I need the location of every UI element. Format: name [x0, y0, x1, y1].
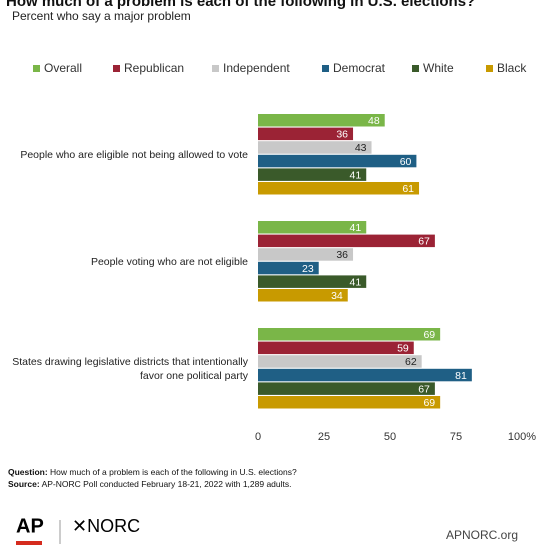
- legend-label: Democrat: [333, 61, 386, 75]
- bar: [258, 127, 354, 141]
- bar: [258, 261, 319, 275]
- value-label: 41: [350, 222, 362, 234]
- x-tick-label: 100%: [508, 431, 536, 443]
- question: Question: How much of a problem is each …: [8, 467, 297, 477]
- bar: [258, 341, 414, 355]
- bar: [258, 114, 385, 127]
- bar: [258, 168, 367, 181]
- bar: [258, 154, 417, 168]
- bar: [258, 221, 367, 234]
- source-label: Source:: [8, 479, 40, 489]
- legend-swatch: [33, 65, 40, 72]
- legend-label: Republican: [124, 61, 184, 75]
- value-label: 69: [423, 329, 435, 341]
- legend-label: Independent: [223, 61, 290, 75]
- question-label: Question:: [8, 467, 48, 477]
- legend-swatch: [486, 65, 493, 72]
- bar: [258, 368, 472, 382]
- value-label: 81: [455, 370, 467, 382]
- value-label: 43: [355, 142, 367, 154]
- value-label: 69: [423, 397, 435, 409]
- legend-swatch: [113, 65, 120, 72]
- value-label: 41: [350, 276, 362, 288]
- legend-swatch: [212, 65, 219, 72]
- logo-norc-text: NORC: [87, 516, 140, 536]
- legend-swatch: [412, 65, 419, 72]
- value-label: 67: [418, 383, 430, 395]
- legend-label: Black: [497, 61, 527, 75]
- x-tick-label: 50: [384, 431, 396, 443]
- bar: [258, 234, 435, 248]
- site: APNORC.org: [446, 528, 518, 542]
- value-label: 61: [402, 183, 414, 195]
- value-label: 62: [405, 356, 417, 368]
- question-text: How much of a problem is each of the fol…: [50, 467, 297, 477]
- bar: [258, 355, 422, 368]
- legend-label: White: [423, 61, 454, 75]
- bar: [258, 182, 420, 195]
- bar: [258, 396, 441, 409]
- value-label: 23: [302, 263, 314, 275]
- bar: [258, 141, 372, 154]
- logo-norc: ✕NORC: [72, 516, 140, 536]
- value-label: 59: [397, 343, 409, 355]
- x-tick-label: 0: [255, 431, 261, 443]
- x-tick-label: 75: [450, 431, 462, 443]
- bar: [258, 289, 348, 302]
- source-text: AP-NORC Poll conducted February 18-21, 2…: [41, 479, 292, 489]
- category-label: People who are eligible not being allowe…: [20, 148, 248, 161]
- value-label: 60: [400, 156, 412, 168]
- legend-swatch: [322, 65, 329, 72]
- chart-title: How much of a problem is each of the fol…: [6, 0, 475, 10]
- value-label: 36: [336, 249, 348, 261]
- bar: [258, 328, 441, 341]
- logo-ap: AP: [16, 515, 44, 537]
- legend-label: Overall: [44, 61, 82, 75]
- bar: [258, 248, 354, 261]
- category-label: People voting who are not eligible: [90, 255, 248, 268]
- value-label: 36: [336, 129, 348, 141]
- chart-subtitle: Percent who say a major problem: [12, 9, 191, 23]
- value-label: 48: [368, 115, 380, 127]
- value-label: 41: [350, 169, 362, 181]
- logo-bar: [16, 541, 42, 545]
- category-label: States drawing legislative districts tha…: [12, 355, 248, 382]
- value-label: 67: [418, 236, 430, 248]
- bar: [258, 382, 435, 395]
- bar: [258, 275, 367, 288]
- value-label: 34: [331, 290, 343, 302]
- x-tick-label: 25: [318, 431, 330, 443]
- source: Source: AP-NORC Poll conducted February …: [8, 479, 292, 489]
